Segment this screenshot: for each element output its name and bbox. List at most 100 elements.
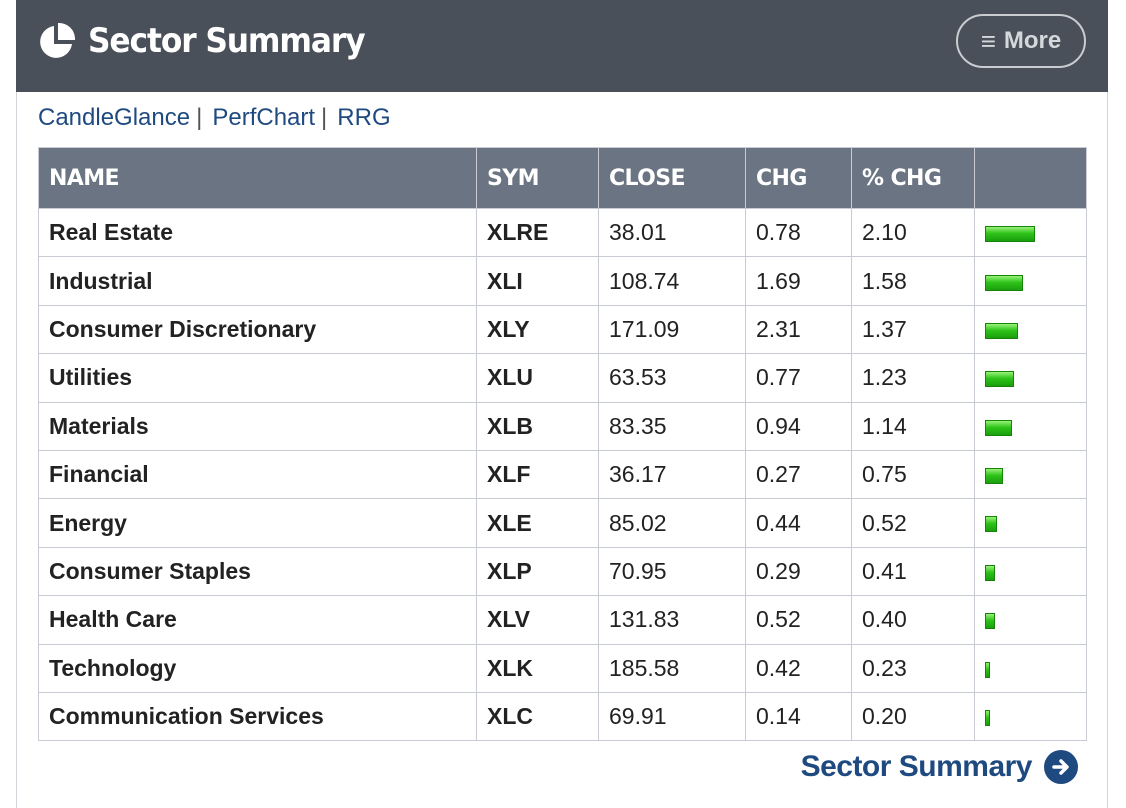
sector-name-link[interactable]: Energy — [38, 498, 477, 548]
sector-name-link[interactable]: Communication Services — [38, 691, 477, 742]
sector-symbol: XLC — [476, 691, 599, 742]
sector-change: 0.27 — [745, 449, 852, 500]
table-row: Energy XLE 85.02 0.44 0.52 — [38, 498, 1087, 548]
column-header-close[interactable]: CLOSE — [598, 147, 746, 209]
table-row: Health Care XLV 131.83 0.52 0.40 — [38, 595, 1087, 645]
sector-change: 0.94 — [745, 401, 852, 451]
sector-change: 0.14 — [745, 691, 852, 742]
perfchart-link[interactable]: PerfChart — [212, 104, 316, 131]
arrow-right-circle-icon — [1044, 750, 1078, 784]
pct-change-bar-cell — [974, 353, 1087, 403]
sector-name-link[interactable]: Consumer Staples — [38, 546, 477, 597]
sector-name-link[interactable]: Industrial — [38, 256, 477, 306]
panel-header: Sector Summary ≡ More — [16, 0, 1108, 92]
pct-change-bar-cell — [974, 207, 1087, 258]
sector-change: 2.31 — [745, 304, 852, 355]
sector-name-link[interactable]: Materials — [38, 401, 477, 451]
pct-change-bar-cell — [974, 595, 1087, 645]
sector-close: 69.91 — [598, 691, 746, 742]
sector-pct-change: 0.20 — [851, 691, 975, 742]
page-title: Sector Summary — [88, 21, 366, 61]
pct-change-bar-cell — [974, 449, 1087, 500]
table-row: Communication Services XLC 69.91 0.14 0.20 — [38, 691, 1087, 742]
table-row: Technology XLK 185.58 0.42 0.23 — [38, 643, 1087, 693]
table-row: Industrial XLI 108.74 1.69 1.58 — [38, 256, 1087, 306]
sector-name-link[interactable]: Consumer Discretionary — [38, 304, 477, 355]
pct-change-bar — [985, 516, 997, 533]
sector-close: 70.95 — [598, 546, 746, 597]
link-separator: | — [321, 104, 328, 131]
sector-pct-change: 0.40 — [851, 595, 975, 645]
rrg-link[interactable]: RRG — [337, 104, 391, 131]
pct-change-bar — [985, 371, 1014, 388]
sector-close: 185.58 — [598, 643, 746, 693]
column-header-pct-chg[interactable]: % CHG — [851, 147, 975, 209]
table-row: Materials XLB 83.35 0.94 1.14 — [38, 401, 1087, 451]
sector-symbol: XLB — [476, 401, 599, 451]
sector-symbol: XLI — [476, 256, 599, 306]
pct-change-bar — [985, 661, 990, 678]
sector-pct-change: 1.14 — [851, 401, 975, 451]
pct-change-bar — [985, 710, 990, 727]
pct-change-bar-cell — [974, 304, 1087, 355]
sector-name-link[interactable]: Financial — [38, 449, 477, 500]
sector-close: 36.17 — [598, 449, 746, 500]
sector-table: NAME SYM CLOSE CHG % CHG Real Estate XLRE… — [38, 147, 1087, 742]
table-row: Consumer Staples XLP 70.95 0.29 0.41 — [38, 546, 1087, 597]
sector-symbol: XLE — [476, 498, 599, 548]
sector-close: 171.09 — [598, 304, 746, 355]
pie-chart-icon — [36, 22, 76, 62]
sector-summary-link[interactable]: Sector Summary — [801, 750, 1078, 784]
sector-name-link[interactable]: Health Care — [38, 595, 477, 645]
sector-symbol: XLK — [476, 643, 599, 693]
sector-pct-change: 0.23 — [851, 643, 975, 693]
sector-pct-change: 0.75 — [851, 449, 975, 500]
sector-name-link[interactable]: Real Estate — [38, 207, 477, 258]
sector-pct-change: 2.10 — [851, 207, 975, 258]
sector-symbol: XLF — [476, 449, 599, 500]
sector-change: 1.69 — [745, 256, 852, 306]
sector-change: 0.52 — [745, 595, 852, 645]
sector-close: 38.01 — [598, 207, 746, 258]
pct-change-bar — [985, 226, 1035, 243]
column-header-chg[interactable]: CHG — [745, 147, 852, 209]
sector-pct-change: 0.52 — [851, 498, 975, 548]
hamburger-icon: ≡ — [980, 26, 996, 56]
sector-symbol: XLV — [476, 595, 599, 645]
sector-close: 131.83 — [598, 595, 746, 645]
link-separator: | — [196, 104, 203, 131]
sector-summary-link-label: Sector Summary — [800, 750, 1033, 783]
candleglance-link[interactable]: CandleGlance — [38, 104, 191, 131]
sector-close: 108.74 — [598, 256, 746, 306]
sector-name-link[interactable]: Technology — [38, 643, 477, 693]
sector-name-link[interactable]: Utilities — [38, 353, 477, 403]
pct-change-bar — [985, 564, 995, 581]
table-row: Utilities XLU 63.53 0.77 1.23 — [38, 353, 1087, 403]
table-row: Consumer Discretionary XLY 171.09 2.31 1.37 — [38, 304, 1087, 355]
sector-close: 63.53 — [598, 353, 746, 403]
sector-symbol: XLU — [476, 353, 599, 403]
column-header-bar — [974, 147, 1087, 209]
sector-pct-change: 0.41 — [851, 546, 975, 597]
pct-change-bar — [985, 613, 995, 630]
sector-close: 83.35 — [598, 401, 746, 451]
more-button-label: More — [1003, 27, 1062, 54]
pct-change-bar-cell — [974, 546, 1087, 597]
sector-summary-panel — [16, 0, 1108, 808]
pct-change-bar — [985, 274, 1023, 291]
pct-change-bar-cell — [974, 401, 1087, 451]
pct-change-bar-cell — [974, 256, 1087, 306]
table-header-row: NAME SYM CLOSE CHG % CHG — [38, 147, 1087, 209]
pct-change-bar — [985, 468, 1003, 485]
column-header-name[interactable]: NAME — [38, 147, 477, 209]
sector-change: 0.44 — [745, 498, 852, 548]
sector-change: 0.42 — [745, 643, 852, 693]
more-menu-button[interactable]: ≡ More — [956, 14, 1086, 68]
sector-symbol: XLP — [476, 546, 599, 597]
pct-change-bar — [985, 419, 1012, 436]
table-row: Financial XLF 36.17 0.27 0.75 — [38, 449, 1087, 500]
sector-change: 0.77 — [745, 353, 852, 403]
column-header-sym[interactable]: SYM — [476, 147, 599, 209]
pct-change-bar-cell — [974, 643, 1087, 693]
pct-change-bar-cell — [974, 691, 1087, 742]
